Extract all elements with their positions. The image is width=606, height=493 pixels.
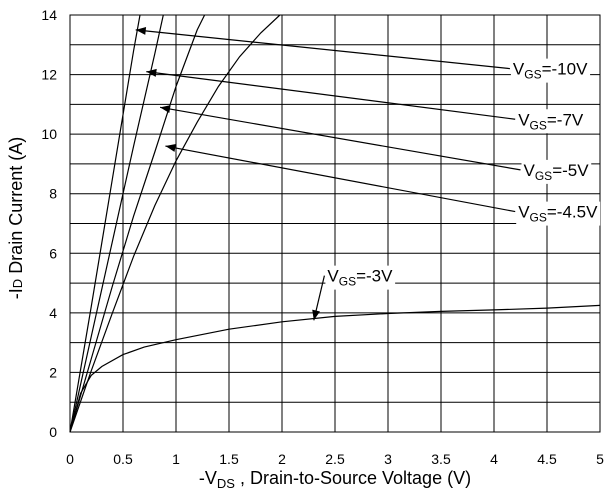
y-tick-label: 8 xyxy=(49,186,57,202)
x-tick-label: 0.5 xyxy=(113,451,133,467)
annotation-label-vgs-7v: VGS=-7V xyxy=(518,110,584,132)
x-tick-label: 1 xyxy=(172,451,180,467)
y-tick-label: 2 xyxy=(49,364,57,380)
x-tick-label: 2.5 xyxy=(325,451,345,467)
y-tick-label: 10 xyxy=(41,126,57,142)
annotation-label-vgs-10v: VGS=-10V xyxy=(513,60,588,82)
x-axis-title: -VDS , Drain-to-Source Voltage (V) xyxy=(199,468,471,491)
y-axis-title: -ID Drain Current (A) xyxy=(6,137,26,299)
y-tick-labels: 0 2 4 6 8 10 12 14 xyxy=(41,7,57,440)
x-tick-label: 4 xyxy=(490,451,498,467)
y-tick-label: 4 xyxy=(49,305,57,321)
annotation-label-vgs-3v: VGS=-3V xyxy=(327,267,393,289)
x-tick-label: 5 xyxy=(596,451,604,467)
x-tick-label: 0 xyxy=(66,451,74,467)
y-tick-label: 6 xyxy=(49,245,57,261)
y-tick-label: 12 xyxy=(41,67,57,83)
y-tick-label: 14 xyxy=(41,7,57,23)
x-tick-label: 1.5 xyxy=(219,451,239,467)
y-tick-label: 0 xyxy=(49,424,57,440)
x-tick-labels: 0 0.5 1 1.5 2 2.5 3 3.5 4 4.5 5 xyxy=(66,451,604,467)
annotation-label-vgs-5v: VGS=-5V xyxy=(524,161,590,183)
x-tick-label: 3.5 xyxy=(431,451,451,467)
x-tick-label: 4.5 xyxy=(537,451,557,467)
x-tick-label: 2 xyxy=(278,451,286,467)
x-tick-label: 3 xyxy=(384,451,392,467)
